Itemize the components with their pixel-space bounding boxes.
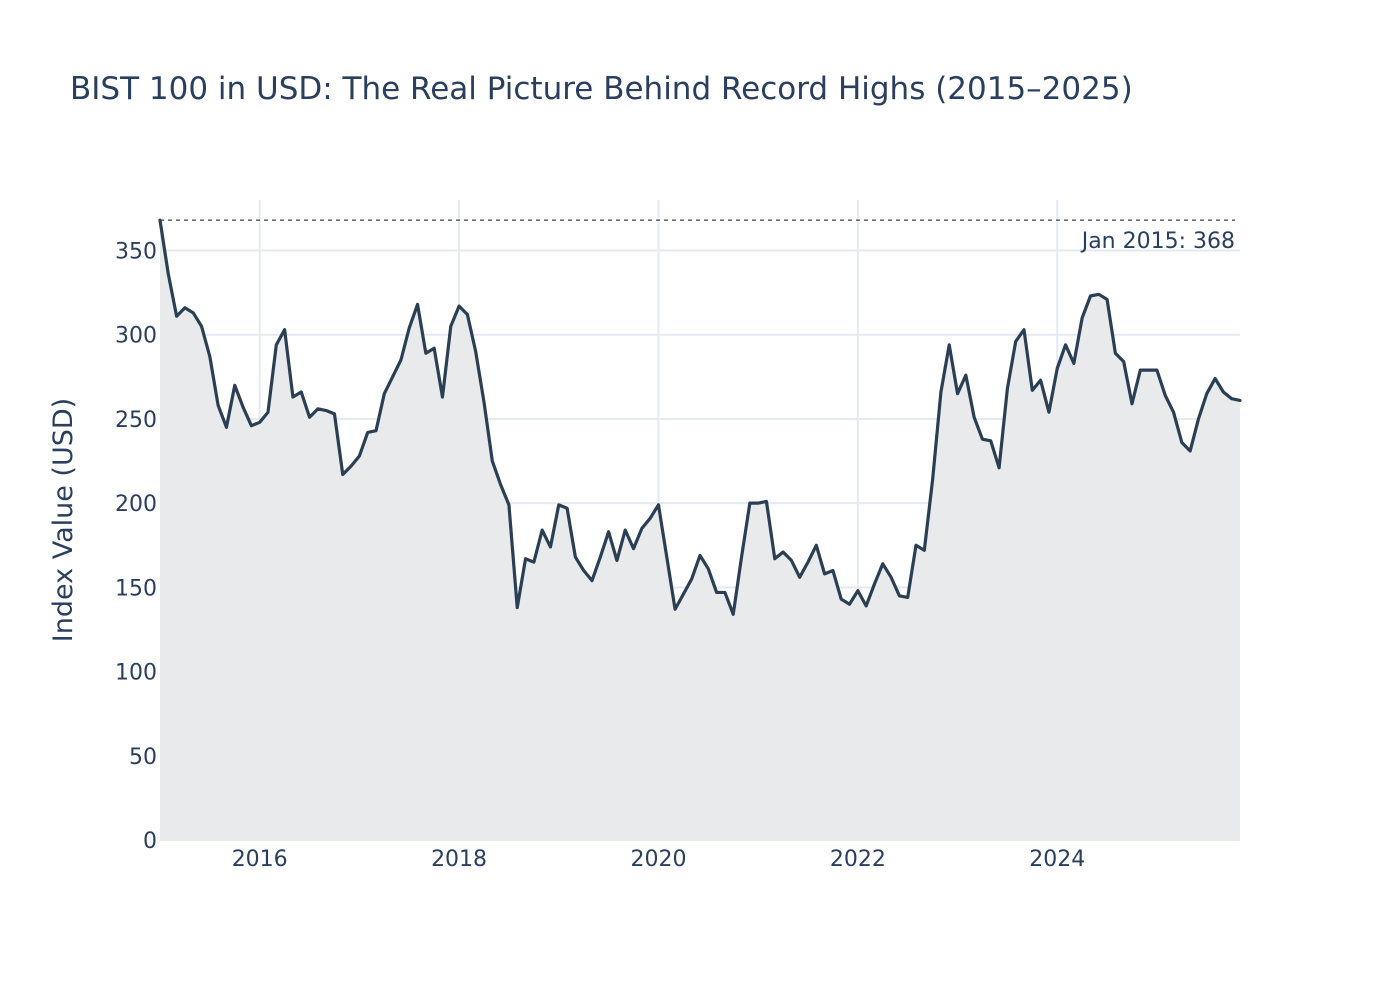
line-layer	[158, 218, 1242, 616]
series-line	[158, 218, 1242, 616]
plot-area: Jan 2015: 368 0 50 100 150 200 250 300 350 2016 2…	[115, 200, 1242, 872]
x-tick-label: 2024	[1029, 847, 1085, 872]
reference-label: Jan 2015: 368	[1080, 229, 1235, 254]
y-axis-title: Index Value (USD)	[48, 398, 79, 642]
x-tick-label: 2018	[431, 847, 487, 872]
series-area	[160, 220, 1240, 841]
reference-layer: Jan 2015: 368	[160, 219, 1235, 254]
y-tick-label: 0	[143, 829, 157, 854]
y-tick-label: 150	[115, 576, 157, 601]
y-tick-label: 300	[115, 324, 157, 349]
chart-title: BIST 100 in USD: The Real Picture Behind…	[70, 71, 1133, 107]
y-tick-label: 50	[129, 745, 157, 770]
y-tick-label: 350	[115, 240, 157, 265]
x-tick-label: 2020	[630, 847, 686, 872]
y-tick-label: 250	[115, 408, 157, 433]
area-layer	[160, 220, 1240, 841]
x-tick-label: 2022	[830, 847, 886, 872]
y-tick-label: 200	[115, 492, 157, 517]
x-tick-label: 2016	[232, 847, 288, 872]
y-tick-label: 100	[115, 661, 157, 686]
axis-layer: 0 50 100 150 200 250 300 350 2016 2018 2020 2022 202…	[115, 240, 1085, 872]
